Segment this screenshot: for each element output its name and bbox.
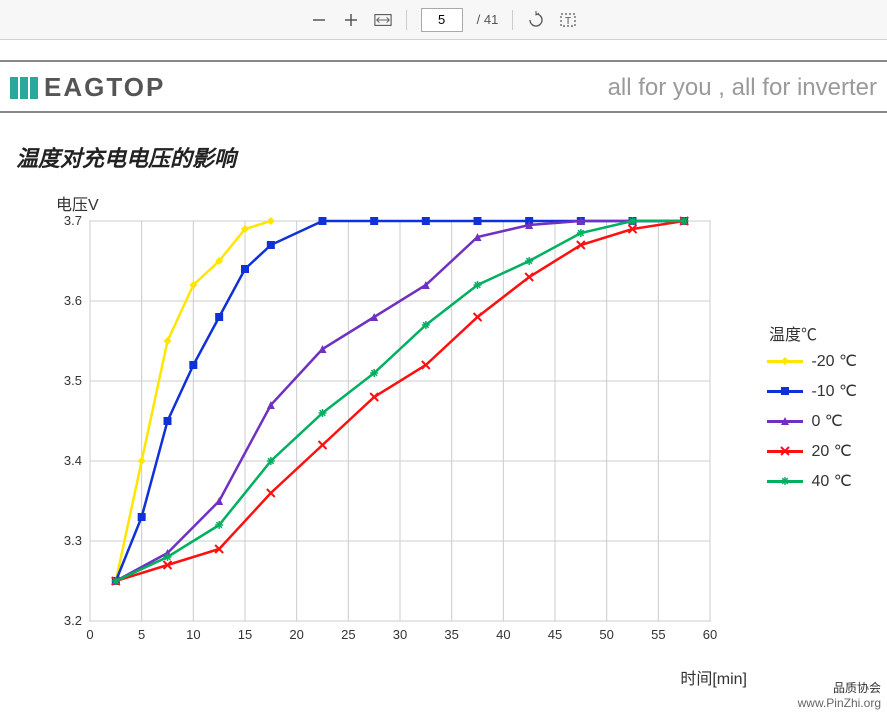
legend-label: 0 ℃ bbox=[811, 411, 842, 431]
svg-text:60: 60 bbox=[703, 627, 717, 642]
legend-item: 20 ℃ bbox=[767, 441, 857, 461]
svg-text:0: 0 bbox=[86, 627, 93, 642]
legend-label: 20 ℃ bbox=[811, 441, 851, 461]
legend-item: -20 ℃ bbox=[767, 351, 857, 371]
svg-text:10: 10 bbox=[186, 627, 200, 642]
svg-text:35: 35 bbox=[444, 627, 458, 642]
zoom-in-icon[interactable] bbox=[342, 11, 360, 29]
page-header: EAGTOP all for you , all for inverter bbox=[0, 72, 887, 103]
svg-text:20: 20 bbox=[289, 627, 303, 642]
svg-text:3.7: 3.7 bbox=[64, 213, 82, 228]
svg-text:25: 25 bbox=[341, 627, 355, 642]
svg-text:5: 5 bbox=[138, 627, 145, 642]
watermark-line1: 品质协会 bbox=[798, 681, 881, 697]
x-axis-label: 时间[min] bbox=[680, 665, 747, 689]
pdf-toolbar: / 41 T bbox=[0, 0, 887, 40]
legend-title: 温度℃ bbox=[769, 321, 817, 345]
page-total-label: / 41 bbox=[477, 12, 499, 27]
svg-text:3.4: 3.4 bbox=[64, 453, 82, 468]
logo-text: EAGTOP bbox=[44, 72, 165, 103]
legend-swatch bbox=[767, 384, 803, 398]
logo-bar bbox=[20, 77, 28, 99]
watermark-line2: www.PinZhi.org bbox=[798, 696, 881, 712]
logo-bar bbox=[30, 77, 38, 99]
svg-text:3.3: 3.3 bbox=[64, 533, 82, 548]
chart-title: 温度对充电电压的影响 bbox=[0, 123, 887, 181]
logo: EAGTOP bbox=[10, 72, 165, 103]
svg-text:3.2: 3.2 bbox=[64, 613, 82, 628]
fit-width-icon[interactable] bbox=[374, 11, 392, 29]
rotate-icon[interactable] bbox=[527, 11, 545, 29]
legend-swatch bbox=[767, 414, 803, 428]
logo-bars-icon bbox=[10, 77, 38, 99]
legend-item: -10 ℃ bbox=[767, 381, 857, 401]
legend: -20 ℃ -10 ℃ 0 ℃ 20 ℃ 40 ℃ bbox=[767, 351, 857, 491]
top-rule bbox=[0, 60, 887, 62]
svg-text:3.6: 3.6 bbox=[64, 293, 82, 308]
svg-text:45: 45 bbox=[548, 627, 562, 642]
legend-swatch bbox=[767, 354, 803, 368]
tagline: all for you , all for inverter bbox=[608, 74, 877, 102]
legend-item: 40 ℃ bbox=[767, 471, 857, 491]
document-page: EAGTOP all for you , all for inverter 温度… bbox=[0, 60, 887, 661]
svg-text:15: 15 bbox=[238, 627, 252, 642]
text-select-icon[interactable]: T bbox=[559, 11, 577, 29]
legend-label: -20 ℃ bbox=[811, 351, 857, 371]
y-axis-label: 电压V bbox=[56, 191, 99, 215]
header-rule bbox=[0, 111, 887, 113]
legend-label: 40 ℃ bbox=[811, 471, 851, 491]
legend-item: 0 ℃ bbox=[767, 411, 857, 431]
legend-label: -10 ℃ bbox=[811, 381, 857, 401]
line-chart: 0 5 10 15 20 25 30 35 40 45 50 55 60 3.2 3.3 3.4 3.5 3.6 3… bbox=[20, 211, 720, 661]
page-number-input[interactable] bbox=[421, 8, 463, 32]
toolbar-divider bbox=[512, 10, 513, 30]
logo-bar bbox=[10, 77, 18, 99]
svg-text:50: 50 bbox=[599, 627, 613, 642]
zoom-out-icon[interactable] bbox=[310, 11, 328, 29]
svg-text:3.5: 3.5 bbox=[64, 373, 82, 388]
legend-swatch bbox=[767, 474, 803, 488]
legend-swatch bbox=[767, 444, 803, 458]
svg-text:55: 55 bbox=[651, 627, 665, 642]
svg-text:30: 30 bbox=[393, 627, 407, 642]
svg-text:40: 40 bbox=[496, 627, 510, 642]
svg-text:T: T bbox=[565, 16, 571, 27]
toolbar-divider bbox=[406, 10, 407, 30]
chart-container: 电压V 温度℃ 0 5 10 15 20 25 30 35 40 45 50 55 60 3.2 3.3 3.… bbox=[0, 181, 887, 661]
watermark: 品质协会 www.PinZhi.org bbox=[798, 681, 881, 712]
